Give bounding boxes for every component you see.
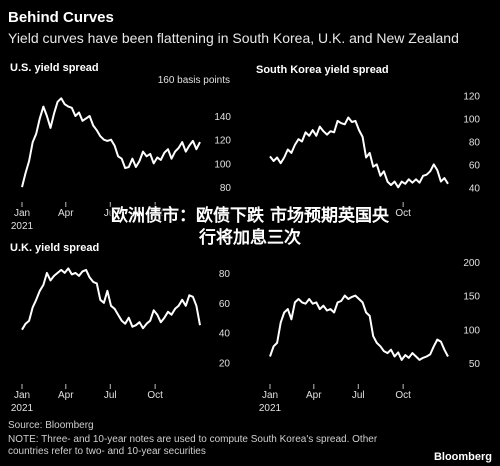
page-subtitle: Yield curves have been flattening in Sou… (8, 30, 459, 46)
x-tick-0-1-0: Apr (58, 208, 74, 219)
y-tick-1-2: 80 (469, 138, 481, 149)
x-tick-1-3-0: Oct (395, 208, 411, 219)
y-tick-0-1: 100 (214, 159, 231, 170)
x-tick-0-0-1: 2021 (11, 221, 34, 232)
y-tick-1-3: 100 (463, 115, 480, 126)
x-tick-2-0-1: 2021 (11, 403, 34, 414)
x-tick-3-0-0: Jan (262, 390, 278, 401)
y-tick-1-4: 120 (463, 92, 480, 103)
y-tick-1-1: 60 (469, 160, 481, 171)
y-tick-0-0: 80 (220, 183, 232, 194)
x-tick-2-0-0: Jan (14, 390, 30, 401)
y-tick-3-2: 150 (463, 292, 480, 303)
chart-title-1: South Korea yield spread (256, 64, 389, 76)
x-tick-2-1-0: Apr (58, 390, 74, 401)
y-tick-3-0: 50 (469, 359, 481, 370)
bloomberg-logo: Bloomberg (433, 451, 492, 463)
x-tick-3-1-0: Apr (306, 390, 322, 401)
unit-label-0: 160 basis points (158, 75, 230, 86)
note-line-1: NOTE: Three- and 10-year notes are used … (8, 434, 378, 445)
y-tick-2-0: 20 (219, 359, 231, 370)
headline-line-1: 欧洲债市：欧债下跌 市场预期英国央 (111, 206, 389, 226)
x-tick-0-0-0: Jan (14, 208, 30, 219)
source-note: Source: Bloomberg (8, 420, 94, 431)
y-tick-2-2: 60 (219, 299, 231, 310)
y-tick-3-3: 200 (463, 258, 480, 269)
y-tick-3-1: 100 (463, 325, 480, 336)
note-line-2: countries refer to two- and 10-year secu… (8, 446, 206, 457)
x-tick-0-3-0: Oct (147, 208, 163, 219)
x-tick-3-0-1: 2021 (259, 403, 282, 414)
headline-overlay: 欧洲债市：欧债下跌 市场预期英国央 行将加息三次 (0, 205, 500, 249)
chart-title-0: U.S. yield spread (10, 62, 99, 74)
x-tick-0-2-0: Jul (104, 208, 117, 219)
x-tick-3-3-0: Oct (395, 390, 411, 401)
series-line-2-0 (21, 267, 201, 331)
series-line-0-0 (21, 97, 201, 188)
y-tick-2-1: 40 (219, 329, 231, 340)
x-tick-3-2-0: Jul (352, 390, 365, 401)
y-tick-2-3: 80 (219, 269, 231, 280)
page-title: Behind Curves (8, 9, 114, 26)
series-line-1-0 (269, 116, 449, 189)
series-line-3-0 (269, 294, 449, 361)
headline-line-2: 行将加息三次 (199, 228, 301, 248)
y-tick-0-2: 120 (214, 136, 231, 147)
y-tick-0-3: 140 (214, 112, 231, 123)
y-tick-1-0: 40 (469, 183, 481, 194)
x-tick-2-3-0: Oct (147, 390, 163, 401)
chart-title-2: U.K. yield spread (10, 242, 99, 254)
x-tick-2-2-0: Jul (104, 390, 117, 401)
